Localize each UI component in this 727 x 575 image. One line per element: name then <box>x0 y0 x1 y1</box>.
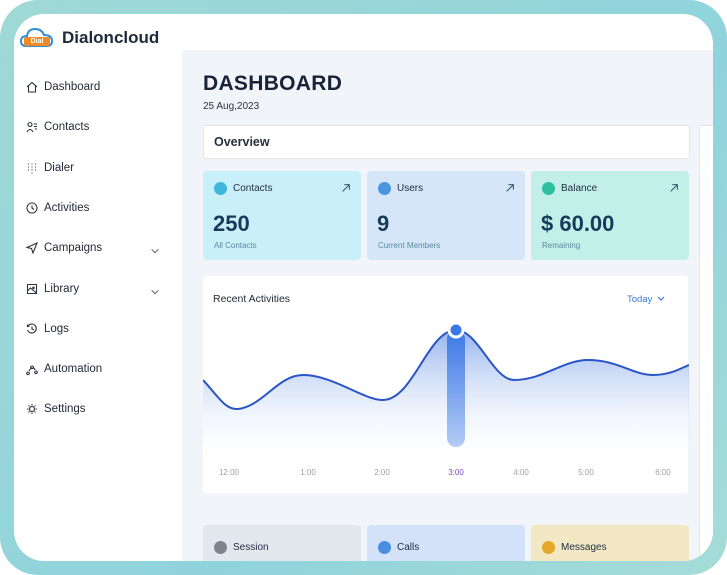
card-value: 250 <box>213 211 250 236</box>
nav-item[interactable]: Campaigns <box>26 242 103 255</box>
nav-label: Contacts <box>44 121 90 134</box>
nav-item[interactable]: Library <box>26 283 79 295</box>
x-axis-label: 4:00 <box>513 468 529 477</box>
x-axis-label: 12:00 <box>218 468 240 477</box>
filter-chevron <box>657 296 665 301</box>
card-label: Balance <box>561 183 598 194</box>
time-filter[interactable]: Today <box>627 294 653 305</box>
card-label: Calls <box>397 542 420 553</box>
app-window: Dial Dialoncloud Dashboard Contacts Dialer… <box>14 14 713 561</box>
nav-label: Campaigns <box>44 242 103 255</box>
page-title: DASHBOARD <box>203 72 343 95</box>
icon <box>26 202 38 214</box>
card-label: Contacts <box>233 183 273 194</box>
nav-label: Automation <box>44 363 103 376</box>
nav-item[interactable]: Dialer <box>26 162 74 174</box>
card-sub: Current Members <box>378 241 441 250</box>
card-icon <box>542 541 555 554</box>
card-label: Session <box>233 542 269 553</box>
x-axis-label: 6:00 <box>655 468 671 477</box>
x-axis-label: 1:00 <box>300 468 316 477</box>
nav-item[interactable]: Contacts <box>26 121 89 133</box>
nav-label: Dialer <box>44 161 75 174</box>
icon <box>26 242 38 255</box>
nav-item[interactable]: Automation <box>26 363 103 376</box>
page-date: 25 Aug,2023 <box>203 101 260 112</box>
stat-card: Balance $ 60.00 Remaining <box>531 171 689 260</box>
card-label: Messages <box>561 542 607 553</box>
highlight-bar <box>447 330 465 447</box>
icon <box>151 249 159 254</box>
card-icon <box>542 182 555 195</box>
stat-card: Users 9 Current Members <box>367 171 525 260</box>
x-axis-label: 3:00 <box>448 468 464 477</box>
icon <box>342 184 350 192</box>
nav-label: Settings <box>44 403 86 416</box>
icon <box>26 323 37 334</box>
card-value: 9 <box>377 211 390 236</box>
main-content: DASHBOARD 25 Aug,2023 Overview Contacts 2… <box>182 50 713 561</box>
icon <box>151 289 159 294</box>
card-icon <box>378 541 391 554</box>
icon <box>670 184 678 192</box>
card-icon <box>214 541 227 554</box>
logo-text: Dial <box>30 38 44 45</box>
nav-item[interactable]: Logs <box>26 323 69 335</box>
icon <box>26 365 38 376</box>
nav-label: Library <box>44 282 80 295</box>
side-panel <box>699 125 713 561</box>
nav-item[interactable]: Activities <box>26 202 89 214</box>
stat-card: Contacts 250 All Contacts <box>203 171 361 260</box>
summary-card: Calls250 <box>367 525 525 561</box>
icon <box>28 163 36 174</box>
overview-bar: Overview <box>203 125 690 159</box>
summary-card: SessionToday <box>203 525 361 561</box>
overview-label: Overview <box>214 135 270 149</box>
brand-name: Dialoncloud <box>62 28 160 47</box>
nav-label: Logs <box>44 322 69 335</box>
icon <box>26 283 38 294</box>
nav-item[interactable]: Settings <box>26 403 86 415</box>
icon <box>26 122 37 133</box>
x-axis-label: 2:00 <box>374 468 390 477</box>
icon <box>26 81 38 93</box>
area-fill <box>203 330 689 466</box>
card-value: $ 60.00 <box>541 211 615 236</box>
nav-item[interactable]: Dashboard <box>26 81 100 93</box>
card-label: Users <box>397 183 424 194</box>
nav-label: Activities <box>44 201 90 214</box>
summary-card: Messages9 <box>531 525 689 561</box>
nav-label: Dashboard <box>44 81 101 93</box>
card-icon <box>378 182 391 195</box>
card-sub: Remaining <box>542 241 581 250</box>
logo-icon <box>20 27 54 47</box>
activities-card: Recent Activities Today 12:00 1:00 2:00 3:0… <box>203 276 689 493</box>
icon <box>27 404 37 415</box>
highlight-dot <box>447 321 465 339</box>
activity-chart <box>203 321 689 466</box>
card-sub: All Contacts <box>214 241 257 250</box>
activities-title: Recent Activities <box>213 293 291 305</box>
x-axis-label: 5:00 <box>578 468 594 477</box>
card-icon <box>214 182 227 195</box>
icon <box>506 184 514 192</box>
